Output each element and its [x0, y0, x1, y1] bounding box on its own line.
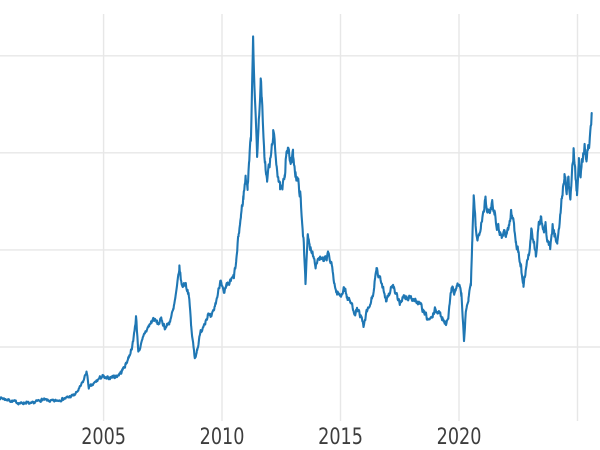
horizontal-gridlines	[0, 55, 600, 348]
price-line-series	[0, 35, 593, 406]
x-axis-tick-label: 2015	[318, 424, 363, 449]
x-axis-tick-labels: 2005 2010 2015 2020	[81, 424, 481, 449]
x-axis-tick-label: 2005	[81, 424, 126, 449]
x-axis-tick-label: 2020	[437, 424, 482, 449]
data-series	[0, 35, 593, 406]
x-axis-tick-label: 2010	[200, 424, 245, 449]
vertical-gridlines	[102, 14, 579, 421]
